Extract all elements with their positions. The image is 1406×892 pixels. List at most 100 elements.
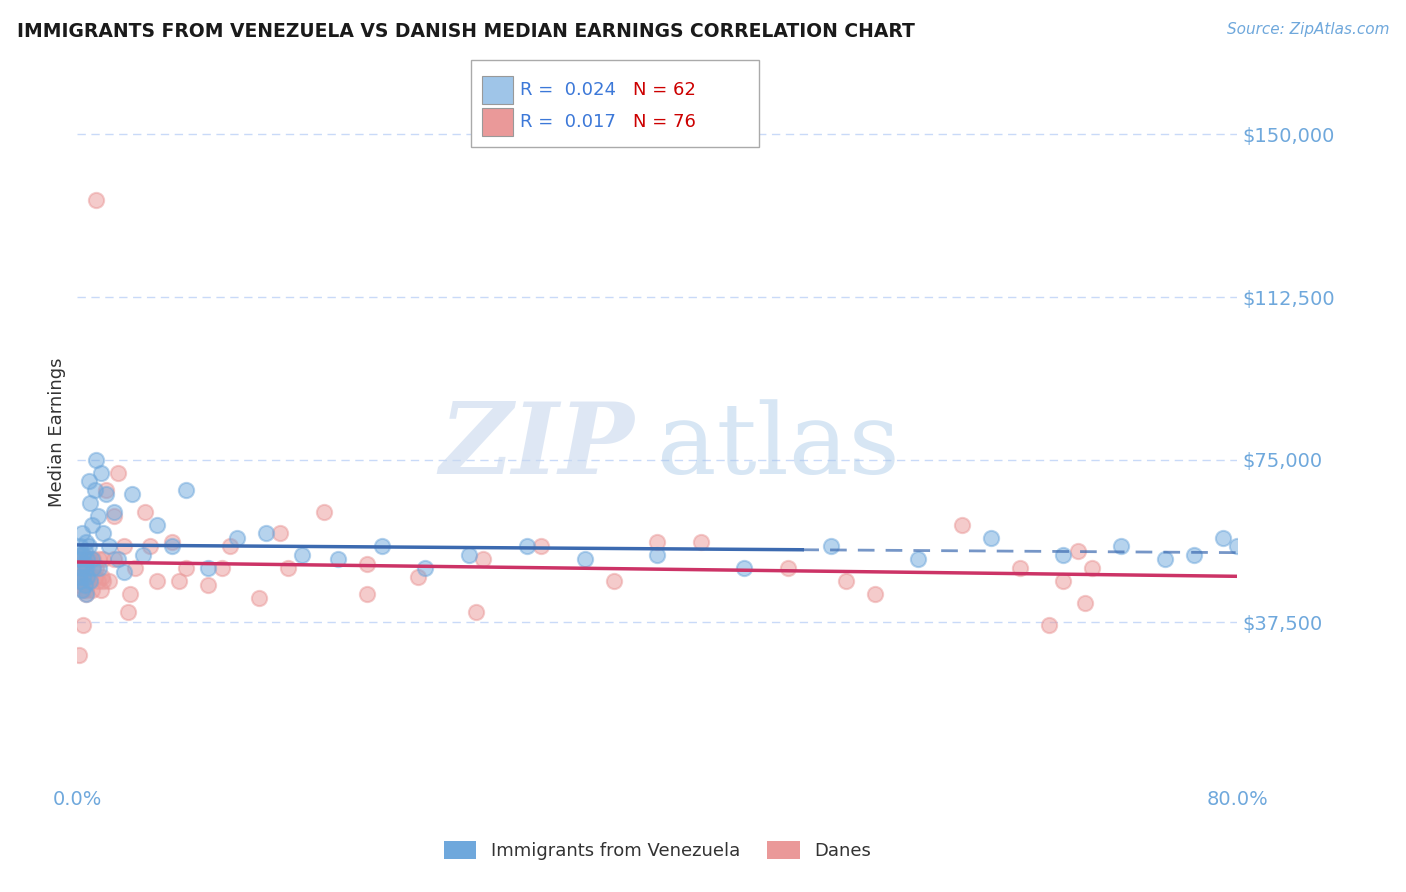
Point <box>312 505 335 519</box>
Point <box>76 561 98 575</box>
Point <box>96 483 118 497</box>
Point <box>86 574 108 589</box>
Point <box>167 574 190 589</box>
Point <box>69 540 91 554</box>
Point <box>413 561 436 575</box>
Point <box>75 561 97 575</box>
Point <box>93 574 115 589</box>
Point <box>146 574 169 589</box>
Point <box>75 587 97 601</box>
Point <box>83 570 105 584</box>
Point <box>82 552 104 566</box>
Point <box>82 561 104 575</box>
Point <box>86 509 108 524</box>
Point <box>1226 540 1249 554</box>
Point <box>69 552 91 566</box>
Point <box>134 505 156 519</box>
Point <box>516 540 538 554</box>
Point <box>647 535 669 549</box>
Point <box>406 570 429 584</box>
Point <box>328 552 350 566</box>
Point <box>269 526 291 541</box>
Point <box>277 561 299 575</box>
Point <box>79 570 101 584</box>
Point <box>67 574 90 589</box>
Point <box>79 552 101 566</box>
Point <box>117 605 139 619</box>
Point <box>820 540 842 554</box>
Point <box>371 540 394 554</box>
Point <box>87 552 110 566</box>
Point <box>121 487 143 501</box>
Point <box>69 574 91 589</box>
Point <box>73 557 96 571</box>
Point <box>73 574 96 589</box>
Point <box>67 578 90 592</box>
Point <box>73 578 96 592</box>
Point <box>103 505 125 519</box>
Point <box>907 552 929 566</box>
Point <box>112 540 135 554</box>
Point <box>1067 543 1090 558</box>
Point <box>574 552 596 566</box>
Point <box>689 535 711 549</box>
Point <box>291 548 314 562</box>
Point <box>835 574 858 589</box>
Point <box>67 570 90 584</box>
Point <box>76 570 98 584</box>
Point <box>950 517 973 532</box>
Point <box>72 617 94 632</box>
Point <box>73 543 96 558</box>
Point <box>131 548 153 562</box>
Point <box>107 552 129 566</box>
Y-axis label: Median Earnings: Median Earnings <box>48 358 66 508</box>
Point <box>1074 596 1097 610</box>
Point <box>80 561 103 575</box>
Point <box>107 466 129 480</box>
Point <box>118 587 141 601</box>
Point <box>75 587 97 601</box>
Point <box>80 552 103 566</box>
Point <box>647 548 669 562</box>
Point <box>70 526 93 541</box>
Point <box>70 561 93 575</box>
Point <box>1212 531 1234 545</box>
Point <box>69 570 91 584</box>
Point <box>93 526 115 541</box>
Point <box>356 557 378 571</box>
Point <box>67 561 90 575</box>
Point <box>218 540 240 554</box>
Text: IMMIGRANTS FROM VENEZUELA VS DANISH MEDIAN EARNINGS CORRELATION CHART: IMMIGRANTS FROM VENEZUELA VS DANISH MEDI… <box>17 22 915 41</box>
Point <box>87 561 110 575</box>
Point <box>457 548 479 562</box>
Point <box>160 540 183 554</box>
Point <box>76 552 98 566</box>
Point <box>197 561 219 575</box>
Point <box>124 561 146 575</box>
Text: ZIP: ZIP <box>439 399 634 495</box>
Point <box>98 574 121 589</box>
Point <box>75 552 97 566</box>
Text: N = 76: N = 76 <box>633 113 696 131</box>
Point <box>776 561 799 575</box>
Point <box>863 587 886 601</box>
Point <box>1081 561 1104 575</box>
Point <box>1111 540 1133 554</box>
Text: Source: ZipAtlas.com: Source: ZipAtlas.com <box>1226 22 1389 37</box>
Point <box>84 193 107 207</box>
Point <box>80 582 103 597</box>
Point <box>70 548 93 562</box>
Point <box>75 535 97 549</box>
Point <box>980 531 1002 545</box>
Point <box>76 574 98 589</box>
Point <box>93 552 115 566</box>
Point <box>69 552 91 566</box>
Point <box>530 540 553 554</box>
Point <box>90 466 111 480</box>
Point <box>70 582 93 597</box>
Point <box>98 540 121 554</box>
Point <box>1008 561 1031 575</box>
Point <box>73 557 96 571</box>
Point <box>247 591 270 606</box>
Point <box>72 582 94 597</box>
